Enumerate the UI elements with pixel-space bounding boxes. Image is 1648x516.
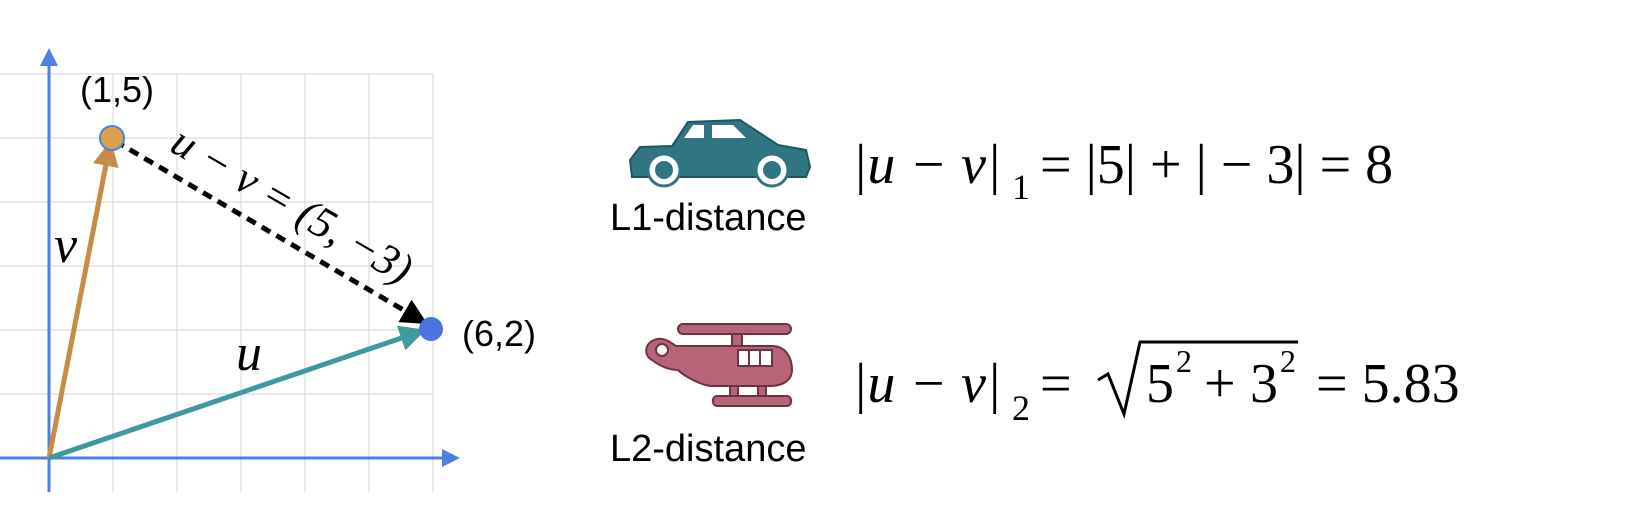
radicand-base-1: 5 (1146, 353, 1174, 415)
point-v (99, 125, 125, 151)
vector-u-label: u (236, 325, 262, 382)
l2-formula-result: = 5.83 (1316, 353, 1460, 415)
l2-formula-equals: = (1040, 353, 1072, 415)
radicand-exponent-1: 2 (1176, 343, 1192, 379)
radicand-base-2: 3 (1250, 353, 1278, 415)
x-axis-arrow (442, 449, 460, 467)
l1-formula-rhs: = |5| + | − 3| = 8 (1040, 134, 1393, 196)
vector-v (46, 140, 119, 459)
radicand-exponent-2: 2 (1280, 343, 1296, 379)
l1-formula-lhs: |u − v| (852, 134, 1001, 196)
vector-v-label: v (54, 217, 78, 274)
point-u-label: (6,2) (462, 313, 536, 354)
l1-formula-subscript: 1 (1012, 167, 1030, 207)
y-axis-arrow (40, 48, 58, 66)
l1-label: L1-distance (610, 197, 806, 239)
difference-vector (113, 138, 428, 325)
helicopter-icon (645, 323, 794, 407)
point-u (419, 317, 443, 341)
point-v-label: (1,5) (80, 69, 154, 110)
l2-label: L2-distance (610, 428, 806, 470)
vector-u (48, 325, 426, 461)
difference-label: u − v = (5, −3) (163, 116, 421, 293)
radical-sign (1097, 340, 1298, 420)
l2-formula-lhs: |u − v| (852, 353, 1001, 415)
l2-formula-subscript: 2 (1012, 388, 1030, 428)
radicand-plus: + (1204, 353, 1236, 415)
car-icon (628, 118, 812, 188)
